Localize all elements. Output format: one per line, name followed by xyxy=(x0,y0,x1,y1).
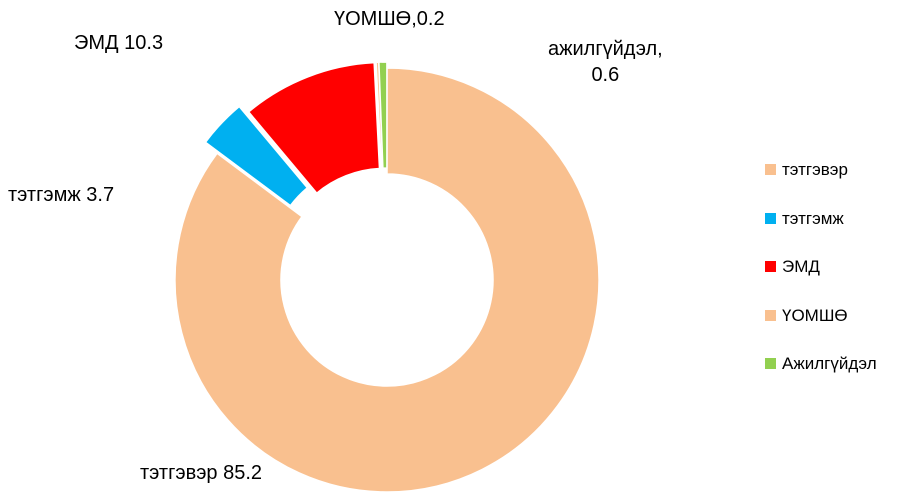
legend-swatch xyxy=(765,358,776,369)
donut-segment xyxy=(247,61,381,195)
legend-swatch xyxy=(765,261,776,272)
legend-label: ЭМД xyxy=(782,257,820,276)
donut-segment xyxy=(204,105,309,207)
data-label: ажилгүйдэл, 0.6 xyxy=(548,38,663,86)
legend-swatch xyxy=(765,212,776,224)
donut-segment xyxy=(378,61,388,169)
donut-segment xyxy=(174,67,600,492)
data-label: тэтгэвэр 85.2 xyxy=(140,462,263,484)
data-label: ЭМД 10.3 xyxy=(74,32,164,54)
legend-swatch xyxy=(765,309,776,321)
legend-label: тэтгэмж xyxy=(782,208,844,228)
legend-label: ҮОМШӨ xyxy=(782,305,848,325)
legend-swatch xyxy=(765,164,776,175)
legend-label: тэтгэвэр xyxy=(782,160,848,179)
data-label: тэтгэмж 3.7 xyxy=(8,184,115,206)
legend-label: Ажилгүйдэл xyxy=(782,354,877,373)
data-label: ҮОМШӨ,0.2 xyxy=(334,8,445,30)
